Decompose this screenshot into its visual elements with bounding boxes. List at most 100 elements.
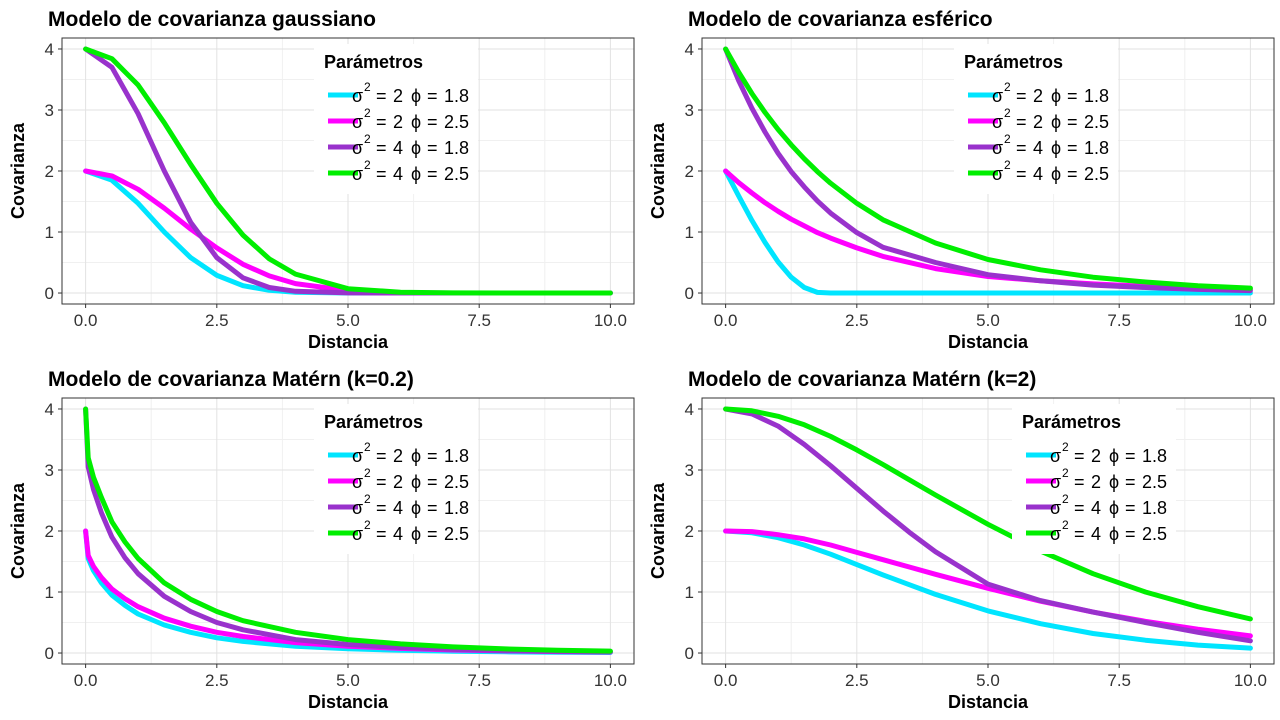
- legend-sup: 2: [364, 440, 371, 454]
- series-line-4: [83, 46, 613, 296]
- legend-phi-value: 1.8: [444, 498, 469, 518]
- y-axis-title: Covarianza: [648, 482, 668, 579]
- legend-item: σ 2 = 4 ϕ = 2.5: [328, 518, 469, 544]
- legend-sigma2-value: 4: [393, 498, 403, 518]
- legend-sigma2-value: 2: [393, 472, 403, 492]
- legend-eq: =: [1074, 472, 1085, 492]
- legend-sigma2-value: 2: [393, 446, 403, 466]
- legend-phi: ϕ: [411, 112, 421, 132]
- legend-eq: =: [376, 138, 387, 158]
- x-tick-label: 7.5: [467, 311, 491, 330]
- legend-phi: ϕ: [1051, 86, 1061, 106]
- y-tick-label: 2: [685, 522, 694, 541]
- y-tick-label: 0: [45, 284, 54, 303]
- x-tick-label: 10.0: [594, 671, 627, 690]
- x-tick-label: 0.0: [714, 311, 738, 330]
- legend-sigma: σ: [352, 446, 363, 466]
- y-tick-label: 0: [685, 284, 694, 303]
- legend-sup: 2: [1004, 158, 1011, 172]
- legend-item: σ 2 = 2 ϕ = 2.5: [1026, 466, 1167, 492]
- legend-sigma: σ: [992, 164, 1003, 184]
- legend-sigma2-value: 4: [1033, 138, 1043, 158]
- legend-sup: 2: [364, 132, 371, 146]
- legend-sup: 2: [1004, 80, 1011, 94]
- legend-sigma2-value: 2: [1091, 446, 1101, 466]
- legend-phi-value: 2.5: [444, 112, 469, 132]
- y-tick-label: 1: [45, 223, 54, 242]
- series-line-3: [723, 406, 1253, 644]
- legend-title: Parámetros: [324, 52, 423, 72]
- x-axis-title: Distancia: [308, 332, 389, 352]
- legend-title: Parámetros: [964, 52, 1063, 72]
- legend-phi: ϕ: [411, 164, 421, 184]
- chart-title: Modelo de covarianza Matérn (k=2): [688, 368, 1036, 391]
- legend-sigma2-value: 4: [393, 138, 403, 158]
- y-tick-label: 3: [45, 461, 54, 480]
- y-tick-label: 4: [685, 40, 694, 59]
- legend-item: σ 2 = 2 ϕ = 1.8: [968, 80, 1109, 106]
- legend-phi: ϕ: [1051, 112, 1061, 132]
- legend-phi: ϕ: [411, 86, 421, 106]
- legend-item: σ 2 = 4 ϕ = 1.8: [328, 132, 469, 158]
- legend-sigma2-value: 2: [1091, 472, 1101, 492]
- y-tick-label: 4: [685, 400, 694, 419]
- legend-phi-value: 1.8: [444, 138, 469, 158]
- legend-sigma2-value: 4: [393, 524, 403, 544]
- legend-item: σ 2 = 2 ϕ = 1.8: [328, 80, 469, 106]
- x-axis-title: Distancia: [948, 332, 1029, 352]
- legend-eq: =: [427, 472, 438, 492]
- legend-phi-value: 2.5: [1084, 164, 1109, 184]
- legend-eq: =: [427, 446, 438, 466]
- x-tick-label: 5.0: [336, 311, 360, 330]
- y-tick-label: 4: [45, 400, 54, 419]
- y-axis-title: Covarianza: [8, 482, 28, 579]
- legend-eq: =: [1067, 138, 1078, 158]
- legend-eq: =: [1074, 524, 1085, 544]
- series-line-4: [83, 406, 613, 654]
- x-axis-title: Distancia: [948, 692, 1029, 712]
- x-tick-label: 10.0: [1234, 311, 1267, 330]
- legend-item: σ 2 = 4 ϕ = 2.5: [328, 158, 469, 184]
- y-tick-label: 3: [685, 101, 694, 120]
- legend-item: σ 2 = 2 ϕ = 1.8: [1026, 440, 1167, 466]
- legend-item: σ 2 = 2 ϕ = 1.8: [328, 440, 469, 466]
- legend-sigma: σ: [352, 86, 363, 106]
- x-axis-title: Distancia: [308, 692, 389, 712]
- legend-eq: =: [376, 164, 387, 184]
- legend-sigma: σ: [992, 86, 1003, 106]
- legend-sup: 2: [1004, 132, 1011, 146]
- x-tick-label: 10.0: [1234, 671, 1267, 690]
- x-tick-label: 5.0: [336, 671, 360, 690]
- legend-sigma: σ: [352, 472, 363, 492]
- legend-phi-value: 2.5: [1142, 472, 1167, 492]
- legend-phi-value: 2.5: [1142, 524, 1167, 544]
- legend-item: σ 2 = 4 ϕ = 2.5: [968, 158, 1109, 184]
- legend-phi: ϕ: [1109, 472, 1119, 492]
- legend-eq: =: [1016, 86, 1027, 106]
- legend-eq: =: [1016, 164, 1027, 184]
- legend-sigma2-value: 2: [1033, 112, 1043, 132]
- legend-phi-value: 1.8: [444, 446, 469, 466]
- legend-eq: =: [427, 524, 438, 544]
- legend-sigma2-value: 4: [393, 164, 403, 184]
- legend-phi: ϕ: [1051, 138, 1061, 158]
- legend-sup: 2: [364, 466, 371, 480]
- legend-sup: 2: [1062, 440, 1069, 454]
- x-tick-label: 2.5: [205, 311, 229, 330]
- legend-eq: =: [1125, 524, 1136, 544]
- y-tick-label: 2: [45, 162, 54, 181]
- legend-phi-value: 2.5: [444, 164, 469, 184]
- legend-eq: =: [427, 112, 438, 132]
- legend-item: σ 2 = 4 ϕ = 1.8: [328, 492, 469, 518]
- legend-eq: =: [1016, 138, 1027, 158]
- legend-eq: =: [1074, 446, 1085, 466]
- legend-sigma: σ: [352, 498, 363, 518]
- y-axis-title: Covarianza: [648, 122, 668, 219]
- y-tick-label: 4: [45, 40, 54, 59]
- legend-sigma2-value: 2: [1033, 86, 1043, 106]
- y-tick-label: 1: [685, 583, 694, 602]
